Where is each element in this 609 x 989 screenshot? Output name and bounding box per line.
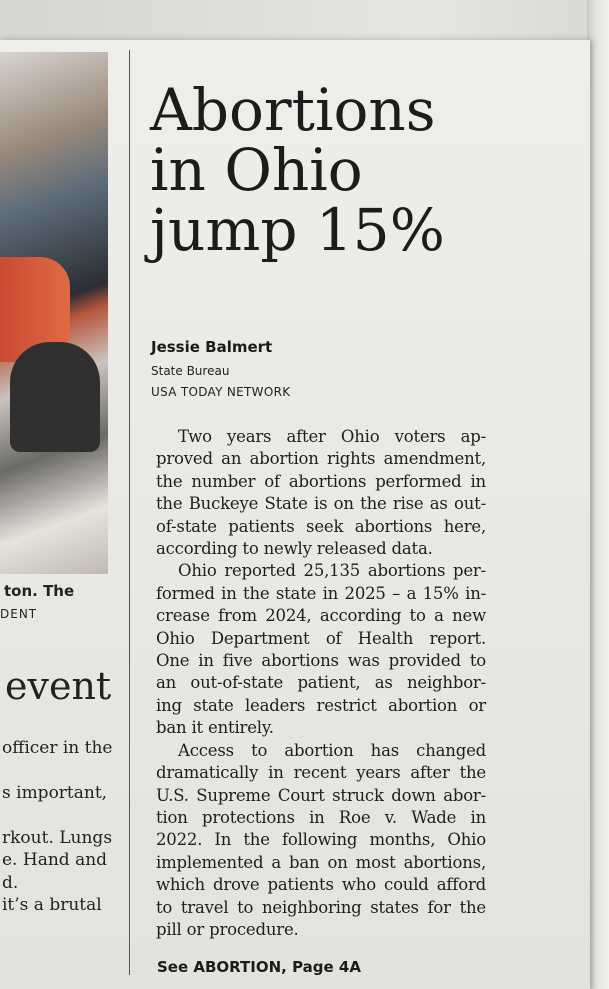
headline-line: jump 15% [150,196,445,264]
headline-line: in Ohio [150,136,363,204]
photo-caption: ton. The [4,582,75,600]
adjacent-line: s important, [2,783,108,803]
jump-line: See ABORTION, Page 4A [157,958,361,976]
headline-line: Abortions [150,76,436,144]
body-line: which drove patients who could afford [156,875,486,895]
paragraph-3: Access to abortion has changed dramatica… [156,740,486,942]
adjacent-line: e. Hand and [2,850,108,870]
body-line: U.S. Supreme Court struck down abor- [156,785,486,805]
photo-credit: DENT [0,607,38,621]
body-line: dramatically in recent years after the [156,763,486,783]
body-line: implemented a ban on most abortions, [156,852,486,872]
body-line: to travel to neighboring states for the [156,897,486,917]
body-line: Ohio reported 25,135 abortions per- [178,561,486,581]
body-line: ban it entirely. [156,718,274,738]
adjacent-line: officer in the [2,738,113,758]
body-line: Two years after Ohio voters ap- [178,427,486,446]
body-line: Ohio Department of Health report. [156,628,486,648]
body-line: ing state leaders restrict abortion or [156,695,486,715]
paragraph-2: Ohio reported 25,135 abortions per- form… [156,560,486,739]
article-body: Two years after Ohio voters ap- proved a… [156,426,486,941]
adjacent-line: it’s a brutal [2,895,102,915]
headline: Abortions in Ohio jump 15% [150,80,490,260]
body-line: Access to abortion has changed [178,740,486,760]
body-line: proved an abortion rights amendment, [156,449,486,469]
body-line: an out-of-state patient, as neighbor- [156,673,486,693]
adjacent-line: rkout. Lungs [2,828,113,848]
body-line: according to newly released data. [156,539,433,559]
network-label: USA TODAY NETWORK [151,385,291,399]
body-line: pill or procedure. [156,919,299,939]
next-page-edge [587,0,609,989]
column-rule [129,50,130,975]
news-photo [0,52,108,574]
adjacent-line: d. [2,873,19,893]
body-line: the number of abortions performed in [156,471,486,491]
paragraph-1: Two years after Ohio voters ap- proved a… [156,426,486,560]
adjacent-headline: event [5,664,112,708]
body-line: One in five abortions was provided to [156,651,486,671]
helmet-shape [10,342,100,452]
body-line: crease from 2024, according to a new [156,606,486,626]
author-byline: Jessie Balmert [151,338,273,356]
body-line: tion protections in Roe v. Wade in [156,807,486,827]
body-line: 2022. In the following months, Ohio [156,830,486,850]
bureau-label: State Bureau [151,364,230,378]
body-line: formed in the state in 2025 – a 15% in- [156,583,486,603]
body-line: the Buckeye State is on the rise as out- [156,494,486,514]
body-line: of-state patients seek abortions here, [156,516,486,536]
